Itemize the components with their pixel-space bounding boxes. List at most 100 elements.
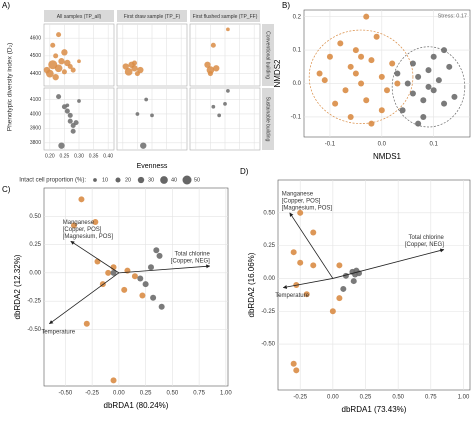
- point: [415, 120, 422, 127]
- x-tick-label: -0.50: [59, 391, 73, 397]
- point: [415, 73, 422, 80]
- point: [310, 262, 317, 269]
- point: [297, 209, 304, 216]
- point: [83, 320, 90, 327]
- x-tick-label: 0.1: [430, 142, 439, 148]
- point: [329, 308, 336, 315]
- point: [384, 87, 390, 94]
- point: [321, 77, 328, 84]
- point: [73, 120, 79, 126]
- x-axis-title: dbRDA1 (80.24%): [104, 401, 169, 410]
- point: [441, 47, 448, 54]
- row-title: Conventional building: [265, 31, 271, 79]
- biplot-arrow: [282, 278, 333, 289]
- x-tick-label: 0.50: [167, 391, 179, 397]
- point: [223, 102, 227, 106]
- row-strip: [262, 88, 274, 150]
- point: [352, 47, 359, 54]
- arrow-label: Temperature: [41, 329, 75, 335]
- point: [293, 367, 300, 374]
- y-tick-label: 0.2: [293, 14, 302, 20]
- stress-annotation: Stress: 0.17: [438, 13, 467, 19]
- point: [337, 40, 344, 47]
- point: [332, 100, 339, 107]
- y-tick-label: 0.50: [29, 214, 41, 220]
- biplot-arrow: [332, 248, 445, 279]
- point: [92, 218, 99, 225]
- y-tick-label: 4500: [30, 53, 41, 59]
- arrow-label: [Copper, NEG]: [171, 259, 210, 265]
- point: [451, 93, 458, 100]
- panel-label: B): [282, 1, 290, 10]
- point: [290, 360, 297, 367]
- biplot-arrow: [70, 240, 120, 274]
- point: [64, 108, 70, 114]
- x-tick-label: 0.75: [193, 391, 205, 397]
- y-axis-title: dbRDA2 (12.32%): [13, 254, 22, 319]
- point: [61, 69, 67, 75]
- x-tick-label: 0.40: [103, 153, 113, 159]
- point: [394, 70, 401, 77]
- legend-label: 10: [102, 177, 108, 183]
- y-tick-label: 4000: [30, 111, 41, 117]
- point: [210, 42, 216, 48]
- point: [67, 112, 73, 118]
- point: [58, 58, 65, 65]
- point: [290, 249, 297, 256]
- point: [207, 71, 213, 77]
- x-tick-label: -0.25: [85, 391, 99, 397]
- y-tick-label: 0.50: [263, 210, 275, 216]
- panel-label: D): [240, 167, 249, 176]
- y-tick-label: -0.25: [27, 299, 41, 305]
- point: [204, 61, 211, 68]
- x-tick-label: 0.0: [378, 142, 387, 148]
- legend-label: 30: [148, 177, 154, 183]
- point: [110, 377, 117, 384]
- y-tick-label: 0.1: [293, 48, 302, 54]
- legend-symbol: [115, 177, 121, 183]
- y-tick-label: 0.00: [29, 270, 41, 276]
- facet-strip: [190, 10, 260, 22]
- x-tick-label: 0.50: [392, 395, 404, 401]
- point: [430, 53, 437, 60]
- point: [326, 53, 333, 60]
- arrow-label: [Copper, POS]: [282, 198, 321, 204]
- x-tick-label: 1.00: [220, 391, 232, 397]
- point: [61, 49, 68, 56]
- legend-symbol: [93, 178, 97, 182]
- legend-label: 40: [171, 177, 177, 183]
- point: [110, 269, 117, 276]
- y-tick-label: 4100: [30, 97, 41, 103]
- y-tick-label: 0.25: [29, 242, 41, 248]
- point: [142, 281, 149, 288]
- point: [316, 70, 323, 77]
- group-ellipse: [391, 46, 466, 128]
- point: [150, 113, 154, 118]
- point: [78, 196, 85, 203]
- point: [211, 104, 216, 109]
- point: [363, 13, 370, 20]
- point: [409, 90, 416, 97]
- point: [394, 80, 401, 87]
- y-tick-label: -0.1: [291, 115, 302, 121]
- point: [226, 89, 230, 93]
- arrow-label: [Copper, NEG]: [405, 242, 444, 248]
- row-title: Sustainable building: [265, 97, 271, 142]
- point: [347, 113, 354, 120]
- point: [58, 142, 65, 149]
- point: [409, 60, 416, 67]
- x-tick-label: 0.75: [425, 395, 437, 401]
- point: [70, 67, 76, 73]
- arrow-label: [Magnesium, POS]: [63, 234, 114, 240]
- y-tick-label: 3800: [30, 140, 41, 146]
- y-tick-label: -0.25: [261, 309, 275, 315]
- point: [352, 70, 359, 77]
- legend-symbol: [160, 176, 168, 184]
- arrow-label: Total chlorine: [409, 235, 445, 241]
- point: [156, 252, 163, 259]
- point: [420, 97, 427, 104]
- point: [122, 63, 129, 70]
- point: [124, 67, 133, 76]
- point: [404, 80, 411, 87]
- plot-area: [303, 9, 471, 138]
